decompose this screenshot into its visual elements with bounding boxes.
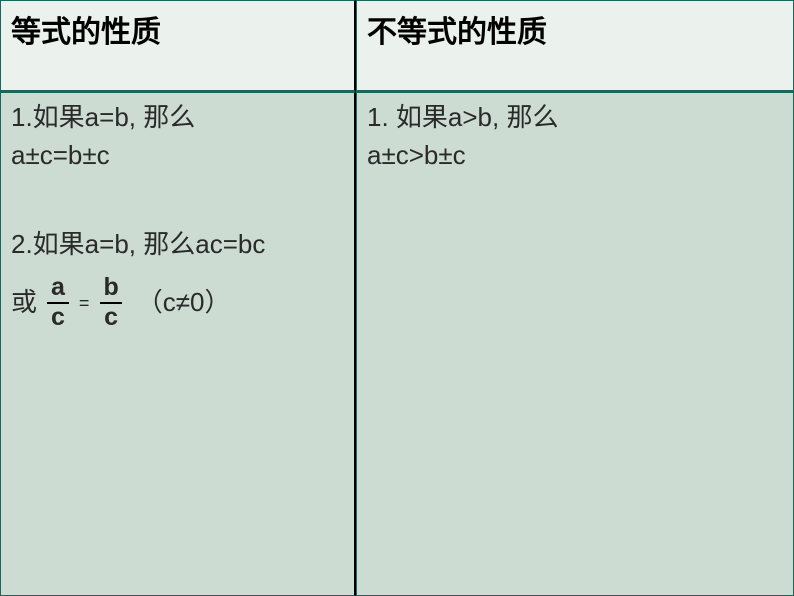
fraction-2-denominator: c [100,302,122,332]
body-left-cell: 1.如果a=b, 那么 a±c=b±c 2.如果a=b, 那么ac=bc 或 a… [0,92,356,596]
fraction-1: a c [47,274,69,331]
body-right-cell: 1. 如果a>b, 那么 a±c>b±c [356,92,794,596]
fraction-expression: 或 a c = b c （c≠0） [11,274,344,331]
or-label: 或 [11,284,37,322]
header-right: 不等式的性质 [356,0,794,92]
table-body-row: 1.如果a=b, 那么 a±c=b±c 2.如果a=b, 那么ac=bc 或 a… [0,92,794,596]
equals-sign: = [77,290,92,316]
fraction-2-numerator: b [99,274,122,302]
header-left: 等式的性质 [0,0,356,92]
fraction-1-denominator: c [47,302,69,332]
left-item-1-line-1: 1.如果a=b, 那么 [11,99,344,137]
left-item-2: 2.如果a=b, 那么ac=bc 或 a c = b c （c≠0） [11,226,344,331]
comparison-table: 等式的性质 不等式的性质 1.如果a=b, 那么 a±c=b±c 2.如果a=b… [0,0,794,596]
right-item-1-line-1: 1. 如果a>b, 那么 [367,99,783,137]
spacer [11,178,344,226]
left-item-2-line-1: 2.如果a=b, 那么ac=bc [11,226,344,264]
right-item-1: 1. 如果a>b, 那么 a±c>b±c [367,99,783,174]
table-header-row: 等式的性质 不等式的性质 [0,0,794,92]
fraction-1-numerator: a [47,274,69,302]
fraction-2: b c [99,274,122,331]
left-item-1-line-2: a±c=b±c [11,137,344,175]
left-item-1: 1.如果a=b, 那么 a±c=b±c [11,99,344,174]
right-item-1-line-2: a±c>b±c [367,137,783,175]
fraction-condition: （c≠0） [137,284,231,322]
